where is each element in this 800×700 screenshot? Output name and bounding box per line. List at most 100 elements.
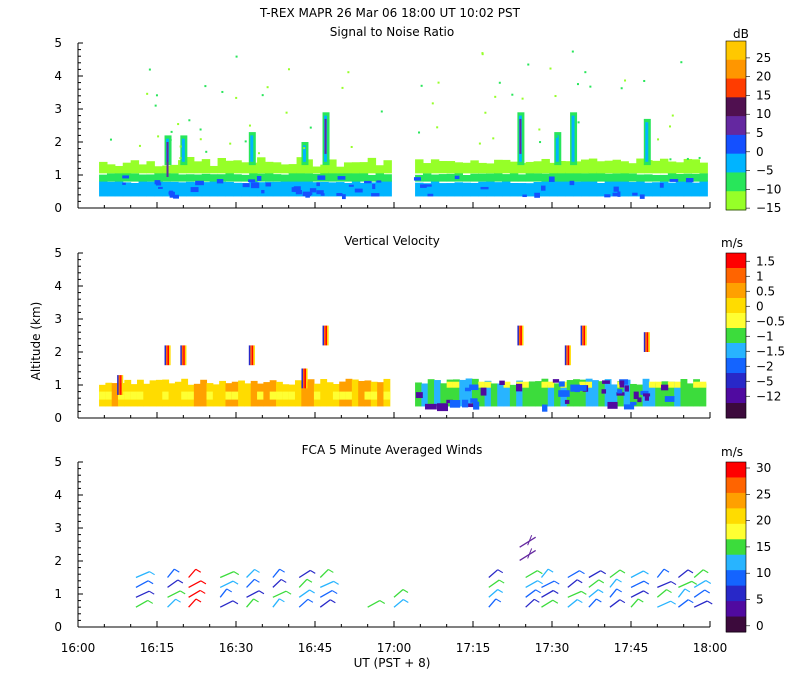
snr-cell <box>644 182 653 197</box>
velocity-cell <box>667 381 675 388</box>
velocity-streak <box>324 325 326 346</box>
velocity-cell <box>358 380 366 407</box>
wind-barb-flag <box>195 598 202 603</box>
x-tick-label: 16:30 <box>219 641 254 655</box>
velocity-cell <box>364 391 372 400</box>
snr-cell <box>636 158 645 174</box>
velocity-cell <box>554 383 561 407</box>
snr-cell <box>122 162 132 174</box>
wind-barb-flag <box>195 568 202 573</box>
snr-cell <box>596 161 606 174</box>
snr-cell <box>178 182 187 197</box>
snr-speck <box>341 86 344 89</box>
snr-cell <box>317 175 326 180</box>
snr-cell <box>683 181 693 197</box>
velocity-cell <box>655 381 663 388</box>
snr-speck <box>539 141 542 144</box>
wind-barb-flag <box>254 578 260 583</box>
snr-speck <box>148 68 151 71</box>
velocity-cell <box>162 391 170 400</box>
velocity-cell <box>111 383 119 407</box>
snr-speck <box>350 145 353 148</box>
snr-speck <box>686 157 689 160</box>
snr-cell <box>375 165 384 174</box>
wind-barb-flag <box>497 569 504 574</box>
wind-barb <box>298 578 308 588</box>
winds-panel-title: FCA 5 Minute Averaged Winds <box>302 443 483 457</box>
velocity-cell <box>516 380 524 407</box>
snr-cell <box>675 180 685 197</box>
snr-cell <box>343 162 353 174</box>
snr-cell <box>155 182 162 186</box>
wind-barb <box>272 578 282 588</box>
snr-cell <box>272 162 282 174</box>
y-tick-label: 1 <box>54 168 62 182</box>
snr-cell <box>122 182 132 197</box>
snr-cell <box>201 182 211 197</box>
snr-cell <box>320 164 329 174</box>
velocity-cell <box>619 380 625 388</box>
velocity-cell <box>484 380 492 407</box>
wind-barb-flag <box>495 598 502 603</box>
snr-cell <box>509 182 519 197</box>
velocity-cell <box>642 393 651 397</box>
wind-barb <box>567 599 578 608</box>
wind-barb-flag <box>199 589 206 594</box>
wind-barb <box>541 589 554 598</box>
colorbar-swatch <box>726 570 746 587</box>
snr-cell <box>517 183 527 197</box>
colorbar-label: 20 <box>756 514 771 528</box>
snr-cell <box>130 160 140 174</box>
wind-barb-flag <box>579 570 585 575</box>
velocity-streak <box>120 375 122 395</box>
velocity-cell <box>99 391 106 400</box>
wind-barb-flag <box>149 571 155 576</box>
wind-barb-flag <box>258 590 265 595</box>
snr-cell <box>320 181 329 197</box>
wind-barb <box>656 568 665 578</box>
velocity-cell <box>664 396 675 402</box>
snr-speck <box>698 156 701 159</box>
wind-barb <box>393 589 404 598</box>
colorbar-label: −5 <box>756 374 774 388</box>
wind-barb-flag <box>535 589 541 594</box>
colorbar-swatch <box>726 134 746 155</box>
velocity-cell <box>436 403 449 412</box>
wind-barb-flag <box>279 568 285 573</box>
snr-cell <box>351 173 361 182</box>
wind-barb <box>246 598 255 608</box>
y-axis-label: Altitude (km) <box>29 302 43 381</box>
snr-cell <box>265 182 272 187</box>
snr-plume <box>181 138 185 162</box>
snr-cell <box>413 177 421 181</box>
snr-speck <box>199 138 202 141</box>
velocity-streak <box>121 375 124 395</box>
colorbar-label: 5 <box>756 126 764 140</box>
snr-cell <box>185 156 195 174</box>
velocity-cell <box>105 391 113 400</box>
wind-barb-flag <box>597 589 604 594</box>
wind-barb <box>167 598 177 608</box>
velocity-cell <box>558 390 570 397</box>
snr-cell <box>328 171 337 182</box>
snr-cell <box>372 183 376 190</box>
snr-cell <box>636 181 645 197</box>
colorbar-label: −0.5 <box>756 314 785 328</box>
velocity-cell <box>661 384 669 391</box>
snr-plume <box>250 135 254 162</box>
snr-cell <box>557 172 566 182</box>
snr-cell <box>462 162 471 174</box>
wind-barb <box>656 589 667 598</box>
snr-speck <box>235 55 238 58</box>
velocity-streak <box>164 345 167 366</box>
snr-cell <box>169 191 175 198</box>
snr-cell <box>478 173 487 182</box>
colorbar-label: 10 <box>756 107 771 121</box>
wind-barb <box>319 589 333 598</box>
snr-cell <box>454 175 460 180</box>
velocity-streak <box>646 332 649 352</box>
y-tick-label: 4 <box>54 69 62 83</box>
snr-cell <box>193 174 203 182</box>
velocity-cell <box>558 381 565 387</box>
snr-cell <box>446 161 456 174</box>
